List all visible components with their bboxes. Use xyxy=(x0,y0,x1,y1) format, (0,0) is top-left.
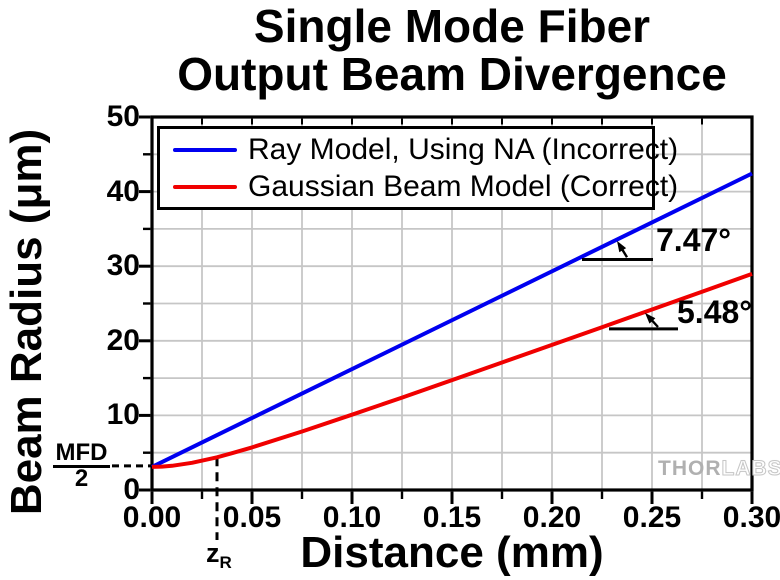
chart-title: Single Mode Fiber Output Beam Divergence xyxy=(152,2,752,98)
x-tick-label: 0.30 xyxy=(722,501,780,534)
x-tick-label: 0.15 xyxy=(422,501,482,534)
x-tick-label: 0.25 xyxy=(622,501,682,534)
y-tick-label: 30 xyxy=(106,249,140,283)
rayleigh-sub-r: R xyxy=(219,553,232,572)
legend-label: Gaussian Beam Model (Correct) xyxy=(248,169,679,203)
legend-line-swatch-blue xyxy=(173,147,237,152)
y-axis-label: Beam Radius (μm) xyxy=(2,128,51,516)
y-tick-label: 0 xyxy=(123,473,140,506)
thorlabs-watermark: THORLABS xyxy=(658,457,780,480)
legend-box: Ray Model, Using NA (Incorrect) Gaussian… xyxy=(157,126,678,210)
watermark-labs: LABS xyxy=(721,457,780,480)
x-tick-label: 0.20 xyxy=(522,501,582,534)
chart-title-line2: Output Beam Divergence xyxy=(177,48,727,100)
mfd-denominator: 2 xyxy=(74,465,89,492)
y-tick-label: 40 xyxy=(106,174,140,208)
x-tick-label: 0.00 xyxy=(122,501,182,534)
x-tick-label: 0.10 xyxy=(322,501,382,534)
legend-line-swatch-red xyxy=(173,184,237,189)
legend-item-gaussian-model: Gaussian Beam Model (Correct) xyxy=(173,169,678,205)
rayleigh-z: z xyxy=(206,538,220,568)
plot-frame xyxy=(150,115,754,492)
series-line-gaussian-model xyxy=(151,272,753,469)
x-tick-label: 0.05 xyxy=(222,501,282,534)
chart-title-line1: Single Mode Fiber xyxy=(253,0,651,52)
blue-angle-arrow-head xyxy=(617,240,627,253)
mfd-over-2-label: MFD 2 xyxy=(53,441,110,492)
mfd-numerator: MFD xyxy=(53,441,110,468)
legend-item-ray-model: Ray Model, Using NA (Incorrect) xyxy=(173,132,678,168)
watermark-thor: THOR xyxy=(658,457,722,480)
series-line-ray-model xyxy=(151,171,753,469)
blue-angle-annotation: 7.47° xyxy=(656,222,732,258)
red-angle-arrow-head xyxy=(645,312,656,324)
y-tick-label: 50 xyxy=(106,100,140,133)
legend-label: Ray Model, Using NA (Incorrect) xyxy=(248,132,679,166)
x-axis-label: Distance (mm) xyxy=(300,528,604,577)
rayleigh-range-label: zR xyxy=(206,540,232,576)
y-tick-label: 10 xyxy=(106,398,140,432)
y-tick-label: 20 xyxy=(106,323,140,357)
red-angle-annotation: 5.48° xyxy=(677,294,753,330)
